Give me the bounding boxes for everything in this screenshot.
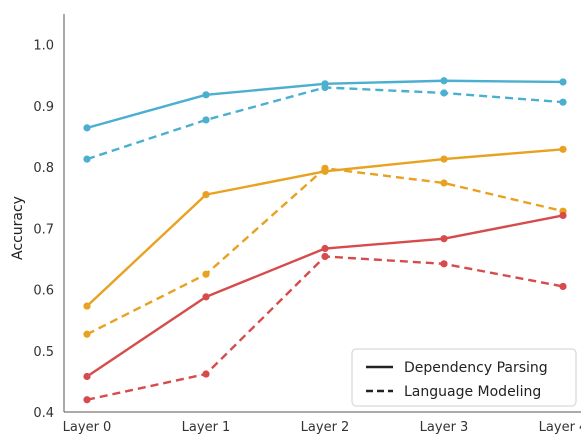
data-point: [321, 164, 329, 172]
data-point: [559, 211, 567, 220]
x-tick-label: Layer 1: [182, 420, 231, 434]
y-tick-label: 0.4: [33, 406, 54, 421]
x-tick-label: Layer 4: [539, 420, 581, 434]
data-point: [321, 83, 329, 92]
axes: 0.4 0.5 0.6 0.7 0.8 0.9 1.0 Layer 0 Layer 1 Layer…: [33, 14, 581, 434]
data-point: [440, 77, 448, 85]
y-tick-label: 0.8: [33, 161, 54, 176]
data-point: [440, 155, 448, 163]
series-layer: [83, 77, 567, 404]
data-point: [202, 91, 210, 99]
series-line: [86, 86, 564, 161]
data-point: [83, 124, 91, 132]
legend: Dependency Parsing Language Modeling: [351, 348, 577, 407]
data-point: [83, 372, 91, 381]
legend-label: Language Modeling: [404, 384, 541, 400]
data-point: [83, 330, 91, 338]
y-tick-label: 0.9: [33, 100, 54, 115]
series-5: [83, 252, 567, 404]
data-point: [559, 78, 567, 86]
data-point: [321, 244, 329, 253]
data-point: [321, 252, 329, 261]
data-point: [202, 293, 210, 301]
series-0: [83, 77, 567, 132]
x-tick-label: Layer 2: [301, 420, 350, 434]
data-point: [559, 98, 567, 106]
data-point: [202, 116, 210, 124]
data-point: [202, 270, 210, 278]
data-point: [440, 235, 448, 243]
x-tick-label: Layer 0: [63, 420, 112, 434]
data-point: [202, 370, 210, 378]
data-point: [440, 89, 448, 97]
data-point: [559, 282, 567, 291]
data-point: [83, 396, 91, 404]
data-point: [83, 155, 91, 163]
data-point: [83, 302, 91, 310]
series-1: [83, 83, 567, 163]
y-tick-label: 1.0: [33, 39, 54, 54]
data-point: [440, 179, 448, 187]
legend-box: [351, 348, 577, 407]
data-point: [202, 191, 210, 199]
series-4: [83, 211, 567, 381]
y-tick-label: 0.5: [33, 345, 54, 360]
data-point: [559, 145, 567, 153]
x-tick-label: Layer 3: [420, 420, 469, 434]
y-tick-label: 0.6: [33, 284, 54, 299]
y-tick-label: 0.7: [33, 222, 54, 237]
y-axis-label: Accuracy: [10, 196, 26, 260]
data-point: [440, 260, 448, 268]
legend-label: Dependency Parsing: [404, 360, 548, 376]
